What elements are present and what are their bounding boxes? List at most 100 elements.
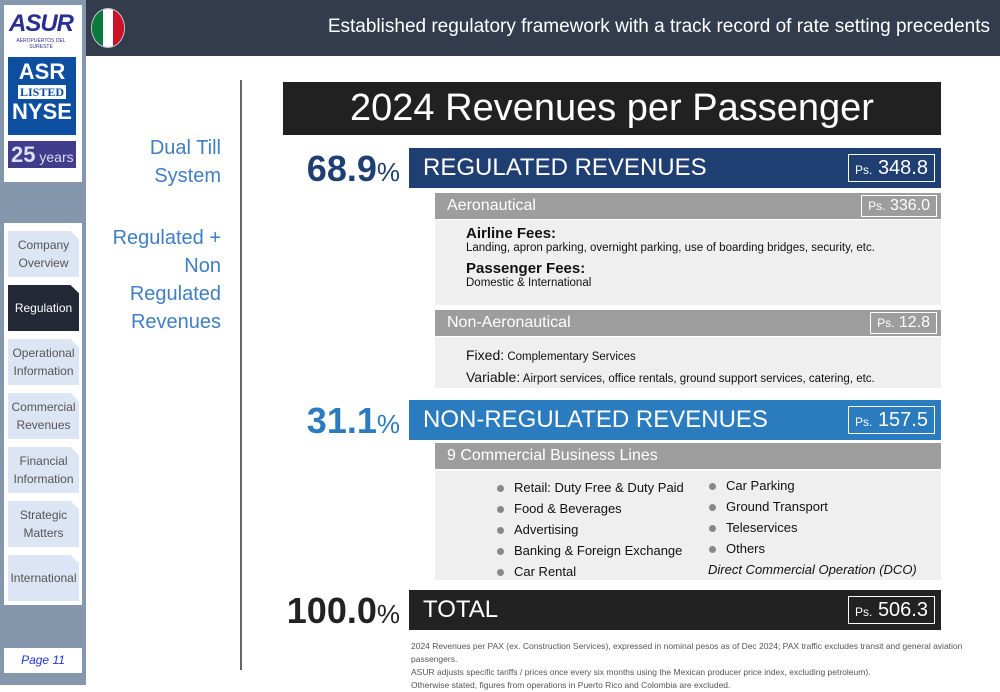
list-item: Retail: Duty Free & Duty Paid bbox=[497, 477, 684, 498]
currency: Ps. bbox=[855, 605, 873, 619]
currency: Ps. bbox=[855, 163, 873, 177]
pct-sign: % bbox=[376, 599, 400, 629]
ticker: ASR bbox=[18, 59, 66, 84]
commercial-list-left: Retail: Duty Free & Duty Paid Food & Bev… bbox=[497, 477, 684, 582]
item-label: Car Parking bbox=[726, 478, 795, 493]
nav-regulation[interactable]: Regulation bbox=[8, 285, 79, 331]
currency: Ps. bbox=[868, 199, 886, 213]
price-value: 12.8 bbox=[898, 314, 930, 331]
commercial-lines-band: 9 Commercial Business Lines bbox=[435, 443, 941, 469]
slide-title: Established regulatory framework with a … bbox=[327, 16, 990, 37]
nav-financial-information[interactable]: Financial Information bbox=[8, 447, 79, 493]
footnote-line: ASUR adjusts specific tariffs / prices o… bbox=[411, 667, 871, 677]
price-value: 506.3 bbox=[877, 599, 928, 621]
total-pct: 100.0% bbox=[260, 590, 400, 632]
list-item: Others bbox=[709, 538, 917, 559]
band-label: Aeronautical bbox=[447, 197, 536, 214]
price-box: Ps. 336.0 bbox=[861, 195, 937, 217]
price-value: 336.0 bbox=[889, 197, 930, 214]
item-label: Food & Beverages bbox=[514, 501, 622, 516]
years-label: years bbox=[39, 149, 74, 165]
nonregulated-band: NON-REGULATED REVENUES Ps. 157.5 bbox=[409, 400, 941, 440]
passenger-fees-heading: Passenger Fees: bbox=[466, 260, 586, 277]
bullet-icon bbox=[709, 546, 716, 554]
list-item: Car Parking bbox=[709, 475, 917, 496]
listed: LISTED bbox=[18, 85, 66, 99]
list-item: Car Rental bbox=[497, 561, 684, 582]
regulated-label: Regulated + Non Regulated Revenues bbox=[90, 224, 221, 336]
bullet-icon bbox=[709, 504, 716, 512]
nav-menu: Company Overview Regulation Operational … bbox=[4, 223, 82, 605]
regulated-pct: 68.9% bbox=[280, 148, 400, 190]
band-label: NON-REGULATED REVENUES bbox=[423, 406, 768, 433]
bullet-icon bbox=[497, 527, 504, 535]
pct-value: 31.1 bbox=[306, 400, 377, 441]
years-num: 25 bbox=[11, 142, 36, 167]
band-label: REGULATED REVENUES bbox=[423, 154, 707, 181]
mexico-flag-icon bbox=[91, 8, 125, 48]
airline-fees-heading: Airline Fees: bbox=[466, 225, 557, 242]
currency: Ps. bbox=[877, 316, 895, 330]
page-number: Page 11 bbox=[4, 648, 82, 673]
price-value: 348.8 bbox=[877, 157, 928, 179]
regulated-band: REGULATED REVENUES Ps. 348.8 bbox=[409, 148, 941, 188]
band-label: Non-Aeronautical bbox=[447, 314, 571, 331]
total-band: TOTAL Ps. 506.3 bbox=[409, 590, 941, 630]
list-item: Ground Transport bbox=[709, 496, 917, 517]
pct-value: 100.0 bbox=[286, 590, 377, 631]
list-item: Banking & Foreign Exchange bbox=[497, 540, 684, 561]
list-item: Advertising bbox=[497, 519, 684, 540]
non-aeronautical-band: Non-Aeronautical Ps. 12.8 bbox=[435, 310, 941, 336]
header-bar bbox=[86, 0, 1000, 56]
variable-heading: Variable: bbox=[466, 369, 521, 385]
non-aeronautical-details: Fixed: Complementary Services Variable: … bbox=[435, 337, 941, 388]
dual-till-label: Dual Till System bbox=[90, 134, 221, 190]
years-badge: 25 years bbox=[8, 141, 76, 168]
dco-note: Direct Commercial Operation (DCO) bbox=[708, 562, 917, 577]
fixed-text: Complementary Services bbox=[507, 351, 636, 363]
divider bbox=[240, 80, 242, 670]
passenger-fees-text: Domestic & International bbox=[466, 277, 592, 289]
label-line: Non Regulated bbox=[129, 255, 221, 305]
nav-international[interactable]: International bbox=[8, 555, 79, 601]
item-label: Retail: Duty Free & Duty Paid bbox=[514, 480, 684, 495]
commercial-list-right: Car Parking Ground Transport Teleservice… bbox=[708, 475, 917, 580]
price-box: Ps. 12.8 bbox=[870, 312, 937, 334]
nav-commercial-revenues[interactable]: Commercial Revenues bbox=[8, 393, 79, 439]
list-item: Teleservices bbox=[709, 517, 917, 538]
bullet-icon bbox=[497, 485, 504, 493]
bullet-icon bbox=[497, 506, 504, 514]
fixed-heading: Fixed: bbox=[466, 347, 505, 363]
currency: Ps. bbox=[855, 415, 873, 429]
item-label: Banking & Foreign Exchange bbox=[514, 543, 683, 558]
price-value: 157.5 bbox=[877, 409, 928, 431]
bullet-icon bbox=[709, 483, 716, 491]
footnote: 2024 Revenues per PAX (ex. Construction … bbox=[411, 640, 971, 692]
variable-text: Airport services, office rentals, ground… bbox=[522, 373, 875, 385]
label-line: System bbox=[154, 165, 221, 187]
bullet-icon bbox=[709, 525, 716, 533]
bullet-icon bbox=[497, 569, 504, 577]
label-line: Revenues bbox=[130, 311, 221, 333]
exchange: NYSE bbox=[12, 99, 72, 124]
label-line: Dual Till bbox=[149, 137, 221, 159]
item-label: Ground Transport bbox=[726, 499, 828, 514]
asur-logo: ASUR bbox=[8, 10, 74, 37]
aeronautical-details: Airline Fees: Landing, apron parking, ov… bbox=[435, 220, 941, 305]
item-label: Teleservices bbox=[726, 520, 798, 535]
label-line: Regulated + bbox=[112, 227, 221, 249]
airline-fees-text: Landing, apron parking, overnight parkin… bbox=[466, 242, 875, 254]
band-label: TOTAL bbox=[423, 596, 499, 623]
item-label: Others bbox=[726, 541, 766, 556]
pct-sign: % bbox=[376, 409, 400, 439]
item-label: Advertising bbox=[514, 522, 579, 537]
nonregulated-pct: 31.1% bbox=[280, 400, 400, 442]
nav-company-overview[interactable]: Company Overview bbox=[8, 231, 79, 277]
pct-value: 68.9 bbox=[306, 148, 377, 189]
nyse-badge: ASR LISTED NYSE bbox=[8, 57, 76, 135]
footnote-line: Otherwise stated, figures from operation… bbox=[411, 680, 731, 690]
nav-operational-information[interactable]: Operational Information bbox=[8, 339, 79, 385]
nav-strategic-matters[interactable]: Strategic Matters bbox=[8, 501, 79, 547]
list-item: Food & Beverages bbox=[497, 498, 684, 519]
item-label: Car Rental bbox=[514, 564, 577, 579]
